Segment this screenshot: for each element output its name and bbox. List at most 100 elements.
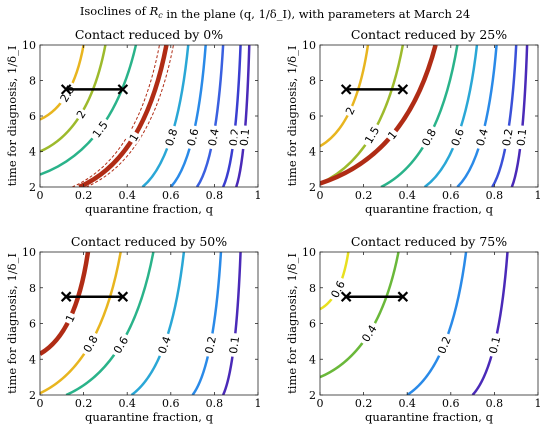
isocline — [320, 252, 400, 379]
isocline — [221, 45, 242, 187]
svg-text:0.8: 0.8 — [163, 127, 181, 148]
isocline — [65, 252, 155, 395]
contour-label: 1 — [383, 126, 401, 143]
contour-label: 0.1 — [236, 124, 253, 150]
isocline — [320, 45, 370, 148]
svg-text:0.6: 0.6 — [185, 127, 202, 147]
x-tick-label: 0.2 — [75, 189, 93, 202]
contour-label: 0.1 — [484, 331, 503, 358]
y-tick-label: 8 — [29, 282, 36, 295]
isocline — [221, 252, 242, 395]
y-tick-label: 10 — [302, 246, 316, 259]
svg-text:0.1: 0.1 — [486, 335, 503, 355]
y-tick-label: 4 — [309, 353, 316, 366]
y-tick-label: 6 — [309, 318, 316, 331]
isocline — [40, 252, 122, 395]
svg-text:0.1: 0.1 — [238, 128, 253, 147]
x-tick-label: 0.8 — [486, 189, 504, 202]
x-tick-label: 0 — [37, 189, 44, 202]
scenario-range-marker — [340, 84, 409, 95]
svg-text:0.6: 0.6 — [449, 127, 467, 148]
contour-label: 0.4 — [204, 124, 222, 150]
contour-label: 2 — [72, 106, 89, 122]
y-tick-label: 2 — [29, 389, 36, 402]
x-tick-label: 0.8 — [206, 397, 224, 410]
isoclines: 0.6 0.4 0.2 0.1 — [320, 252, 509, 395]
contour-label: 0.2 — [433, 331, 455, 359]
y-axis-label: time for diagnosis, 1/δ_I — [5, 46, 19, 187]
panel-4: Contact reduced by 75%0.60.40.2 0.10 0.2 0.… — [285, 234, 542, 424]
x-tick-label: 0.6 — [162, 189, 180, 202]
isoclines: 2.521.5 1 0.8 0.6 0.4 0.20.1 — [40, 45, 252, 187]
isocline — [235, 45, 251, 187]
contour-label: 0.6 — [446, 123, 468, 151]
contour-label: 0.2 — [498, 124, 516, 150]
y-tick-label: 2 — [309, 389, 316, 402]
svg-text:0.4: 0.4 — [156, 335, 174, 356]
scenario-range-marker — [60, 291, 129, 302]
isoclines: 10.8 0.6 0.4 0.2 0.1 — [40, 252, 242, 395]
isoclines: 21.5 1 0.8 0.6 0.4 0.20.1 — [320, 45, 529, 187]
x-tick-label: 0.4 — [398, 189, 416, 202]
isocline-critical — [40, 252, 91, 356]
panel-title: Contact reduced by 50% — [71, 234, 227, 249]
x-tick-label: 0.8 — [486, 397, 504, 410]
figure-suptitle: Isoclines of Rc in the plane (q, 1/δ_I),… — [80, 4, 470, 21]
x-tick-label: 1 — [255, 189, 262, 202]
y-tick-label: 10 — [22, 246, 36, 259]
isocline-critical — [78, 45, 169, 187]
contour-label: 2 — [341, 103, 358, 119]
y-tick-label: 10 — [22, 39, 36, 52]
x-tick-label: 0.6 — [442, 397, 460, 410]
y-tick-label: 4 — [29, 353, 36, 366]
x-axis-label: quarantine fraction, q — [365, 410, 494, 424]
y-axis-label: time for diagnosis, 1/δ_I — [5, 253, 19, 394]
svg-text:0.2: 0.2 — [500, 128, 516, 147]
axes-frame — [39, 44, 259, 188]
contour-label: 0.6 — [182, 124, 202, 151]
y-tick-label: 8 — [29, 75, 36, 88]
isocline-critical — [320, 45, 438, 186]
x-tick-label: 0 — [317, 397, 324, 410]
x-tick-label: 1 — [535, 397, 542, 410]
y-tick-label: 8 — [309, 75, 316, 88]
critical-band-lower — [72, 45, 160, 187]
isocline — [406, 252, 468, 395]
contour-label: 0.1 — [225, 332, 242, 358]
x-tick-label: 0.6 — [162, 397, 180, 410]
svg-text:0.1: 0.1 — [227, 336, 242, 355]
x-tick-label: 0.2 — [355, 189, 373, 202]
contour-label: 1 — [61, 310, 78, 326]
scenario-range-marker — [60, 84, 129, 95]
y-tick-label: 2 — [29, 181, 36, 194]
x-tick-label: 0.4 — [398, 397, 416, 410]
contour-label: 0.4 — [356, 319, 381, 347]
contour-label: 0.1 — [513, 124, 529, 150]
x-axis-label: quarantine fraction, q — [85, 410, 214, 424]
x-tick-label: 0.6 — [442, 189, 460, 202]
critical-band-upper — [86, 45, 174, 187]
contour-label: 1.5 — [359, 121, 383, 149]
panel-3: Contact reduced by 50% 1 0.8 0.6 0.4 0.2 0.1 0 0… — [5, 234, 262, 424]
contour-label: 0.8 — [416, 123, 440, 151]
isocline — [471, 252, 509, 395]
y-tick-label: 4 — [309, 146, 316, 159]
x-axis-label: quarantine fraction, q — [365, 202, 494, 216]
y-axis-label: time for diagnosis, 1/δ_I — [285, 46, 299, 187]
y-tick-label: 6 — [309, 110, 316, 123]
panel-title: Contact reduced by 25% — [351, 27, 507, 42]
svg-text:0.2: 0.2 — [203, 335, 219, 355]
panel-title: Contact reduced by 0% — [75, 27, 223, 42]
contour-label: 1 — [125, 129, 142, 145]
contour-label: 0.8 — [160, 123, 181, 151]
svg-text:0.1: 0.1 — [514, 128, 529, 147]
scenario-range-marker — [340, 291, 409, 302]
svg-text:0.4: 0.4 — [474, 127, 491, 147]
x-tick-label: 0.2 — [75, 397, 93, 410]
y-tick-label: 10 — [302, 39, 316, 52]
panel-title: Contact reduced by 75% — [351, 234, 507, 249]
contour-label: 2.5 — [55, 79, 79, 107]
svg-text:0.4: 0.4 — [206, 128, 222, 148]
x-tick-label: 0 — [37, 397, 44, 410]
